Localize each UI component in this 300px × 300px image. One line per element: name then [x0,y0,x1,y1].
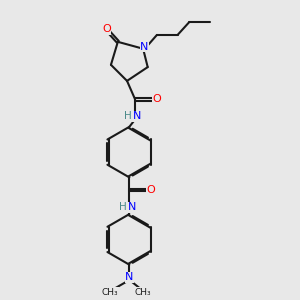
Text: CH₃: CH₃ [101,288,118,297]
Text: O: O [152,94,161,104]
Text: N: N [125,272,134,282]
Text: H: H [124,112,132,122]
Text: N: N [133,112,142,122]
Text: O: O [147,185,155,195]
Text: N: N [140,42,148,52]
Text: O: O [102,24,111,34]
Text: N: N [128,202,136,212]
Text: H: H [118,202,126,212]
Text: CH₃: CH₃ [135,288,152,297]
